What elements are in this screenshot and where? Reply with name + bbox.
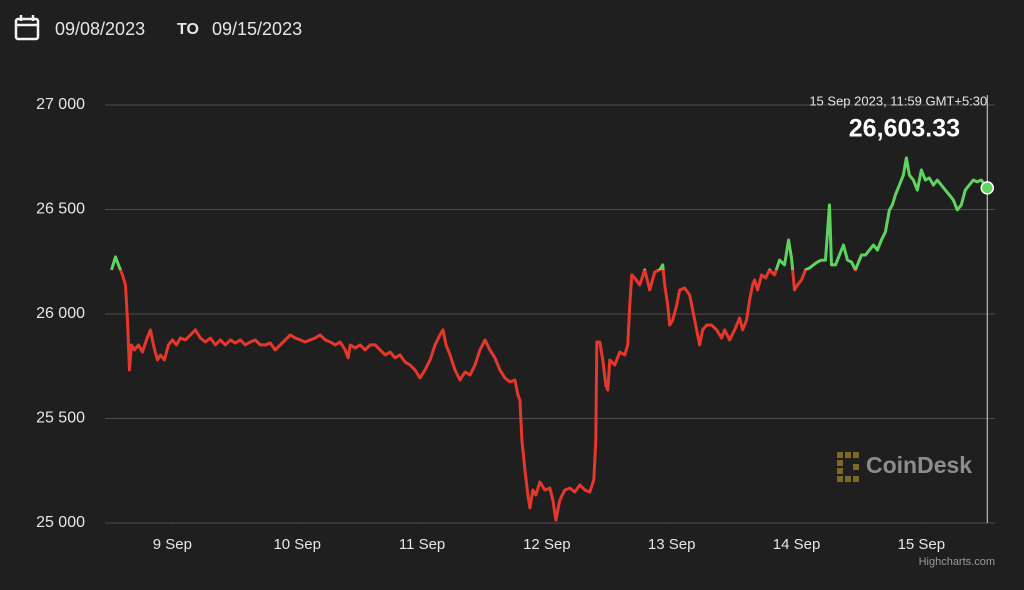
x-tick-label: 13 Sep <box>648 536 696 553</box>
y-tick-label: 26 500 <box>36 201 85 218</box>
x-tick-label: 14 Sep <box>773 536 821 553</box>
y-tick-label: 25 500 <box>36 410 85 427</box>
tooltip-marker <box>980 181 995 195</box>
date-from: 09/08/2023 <box>55 19 145 39</box>
date-to: 09/15/2023 <box>212 19 302 39</box>
y-tick-label: 25 000 <box>36 514 85 531</box>
y-tick-label: 27 000 <box>36 96 85 113</box>
date-separator: TO <box>177 21 199 38</box>
x-tick-label: 15 Sep <box>898 536 946 553</box>
watermark-icon <box>837 452 859 482</box>
x-tick-label: 11 Sep <box>399 536 445 553</box>
x-tick-label: 9 Sep <box>153 536 192 553</box>
tooltip-date: 15 Sep 2023, 11:59 GMT+5:30 <box>809 93 987 108</box>
credit: Highcharts.com <box>919 556 995 568</box>
y-tick-label: 26 000 <box>36 305 85 322</box>
tooltip-value: 26,603.33 <box>849 115 960 143</box>
watermark: CoinDesk <box>837 452 972 482</box>
x-tick-label: 10 Sep <box>273 536 321 553</box>
calendar-icon <box>14 15 40 41</box>
watermark-text: CoinDesk <box>866 452 972 478</box>
price-line <box>110 156 989 522</box>
x-tick-label: 12 Sep <box>523 536 571 553</box>
